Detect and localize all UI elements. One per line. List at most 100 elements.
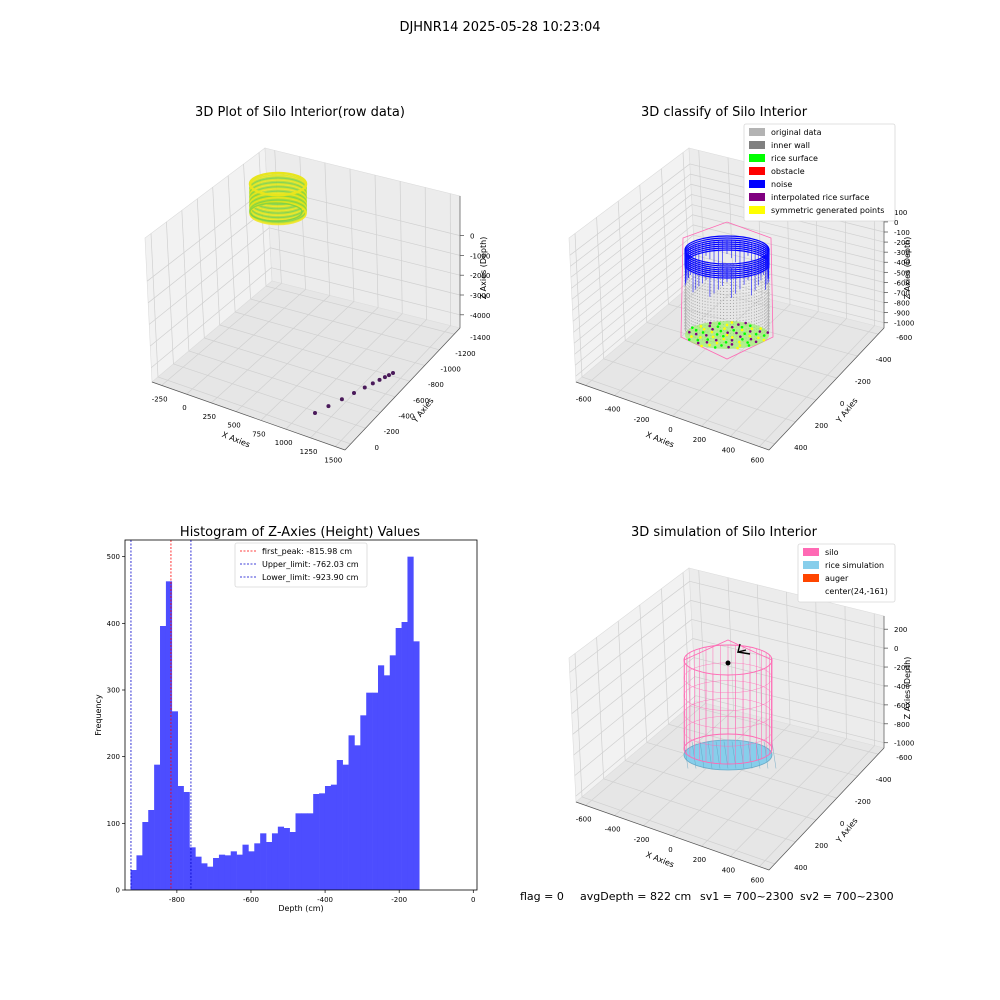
- surface-point: [688, 330, 691, 334]
- grid-z-left: [569, 163, 691, 256]
- surface-point: [691, 326, 694, 329]
- grid-x: [260, 307, 379, 421]
- grid-x-wall: [698, 570, 706, 704]
- grid-z-left: [574, 255, 695, 355]
- histogram-bar: [383, 675, 391, 890]
- outlier-point: [326, 404, 331, 409]
- grid-x: [161, 283, 282, 386]
- legend-label: rice surface: [771, 154, 818, 163]
- histogram-bar: [277, 826, 285, 890]
- silo-ring: [683, 716, 773, 747]
- panel2-legend: [743, 123, 896, 222]
- auger-arrow-tail: [737, 651, 751, 655]
- surface-point: [725, 323, 729, 327]
- grid-z-left: [574, 676, 695, 776]
- x-tick-label: 200: [693, 436, 706, 444]
- z-tick-label: -1000: [470, 252, 490, 260]
- outlier-point: [370, 381, 375, 386]
- y-tick-label: -1000: [441, 365, 461, 373]
- grid-y: [265, 285, 455, 335]
- grid-z-back: [693, 234, 885, 283]
- grid-y: [603, 778, 796, 843]
- z-tick-label: 200: [894, 626, 907, 634]
- grid-y: [219, 324, 410, 382]
- footer-flag: flag = 0: [520, 890, 564, 903]
- grid-z-left: [147, 207, 269, 304]
- surface-point: [747, 344, 751, 347]
- grid-z-back: [271, 267, 461, 316]
- panel3-title: Histogram of Z-Axies (Height) Values: [180, 525, 420, 540]
- grid-y: [157, 376, 351, 445]
- legend-swatch: [749, 141, 765, 149]
- panel4-legend: [797, 543, 896, 603]
- surface-point: [696, 341, 700, 345]
- x-tick-label: 0: [668, 426, 672, 434]
- surface-point: [754, 340, 758, 344]
- y-axis-label: Y Axies: [834, 816, 860, 845]
- surface-point: [748, 334, 752, 338]
- legend-label: Lower_limit: -923.90 cm: [262, 573, 359, 582]
- x-tick-label: -400: [317, 896, 333, 904]
- legend-swatch: [749, 206, 765, 214]
- histogram-bar: [295, 813, 302, 890]
- surface-point: [740, 328, 744, 332]
- x-tick-label: 500: [227, 422, 240, 430]
- histogram-bar: [160, 626, 167, 890]
- histogram-bar: [377, 665, 385, 890]
- y-tick-label: 0: [840, 400, 844, 408]
- grid-z-left: [571, 194, 692, 289]
- legend-label: Upper_limit: -762.03 cm: [262, 560, 359, 569]
- z-tick-label: 100: [894, 209, 907, 217]
- y-tick-label: -200: [855, 378, 871, 386]
- panel1-3d-raw: -250 0 250 500 750 1000 1250 1500 0 -200 -400 -600 -…: [144, 147, 490, 465]
- surface-point: [690, 335, 693, 338]
- surface-point: [737, 323, 740, 326]
- grid-y: [646, 742, 837, 799]
- y-tick-label: -800: [428, 381, 444, 389]
- z-tick-label: -300: [894, 249, 910, 257]
- z-tick-label: -400: [894, 683, 910, 691]
- grid-y: [603, 358, 796, 423]
- grid-x: [235, 301, 355, 412]
- grid-x: [701, 311, 819, 427]
- x-tick-label: 750: [252, 430, 265, 438]
- histogram-bar: [360, 715, 367, 890]
- x-axis-line: [151, 381, 346, 451]
- histogram-bar: [201, 863, 208, 890]
- grid-x: [643, 717, 763, 827]
- histogram-bar: [236, 854, 243, 890]
- grid-z-left: [570, 173, 691, 267]
- legend-swatch: [749, 154, 765, 162]
- grid-x: [186, 289, 306, 395]
- grid-z-left: [573, 234, 694, 333]
- grid-x-wall: [399, 181, 403, 314]
- rice-mesh-line: [707, 741, 713, 769]
- x-tick-label: -600: [576, 815, 592, 823]
- center-marker: [725, 660, 731, 666]
- grid-z-left: [575, 695, 696, 797]
- x-tick-label: 400: [722, 446, 735, 454]
- grid-x-wall: [727, 577, 734, 711]
- z-axis-label: Z Axies (Depth): [903, 657, 912, 720]
- surface-point: [694, 328, 698, 332]
- grid-y: [235, 311, 425, 366]
- grid-z-left: [572, 214, 693, 311]
- grid-x: [643, 297, 763, 407]
- grid-x-wall: [424, 187, 427, 320]
- panel3-histogram: -800 -600 -400 -200 0 0 100 200 300 400 500 Depth (…: [94, 539, 478, 913]
- surface-point: [748, 324, 752, 328]
- histogram-bar: [177, 786, 184, 890]
- grid-y: [188, 350, 381, 413]
- grid-x: [335, 325, 451, 447]
- surface-point: [730, 343, 734, 346]
- legend-label: first_peak: -815.98 cm: [262, 547, 352, 556]
- legend-label: noise: [771, 180, 792, 189]
- histogram-bar: [389, 655, 396, 890]
- x-tick-label: 0: [668, 846, 672, 854]
- grid-y: [689, 285, 879, 335]
- histogram-bar: [354, 745, 361, 890]
- histogram-bar: [207, 866, 214, 890]
- outlier-point: [391, 371, 395, 375]
- histogram-bar: [336, 760, 343, 890]
